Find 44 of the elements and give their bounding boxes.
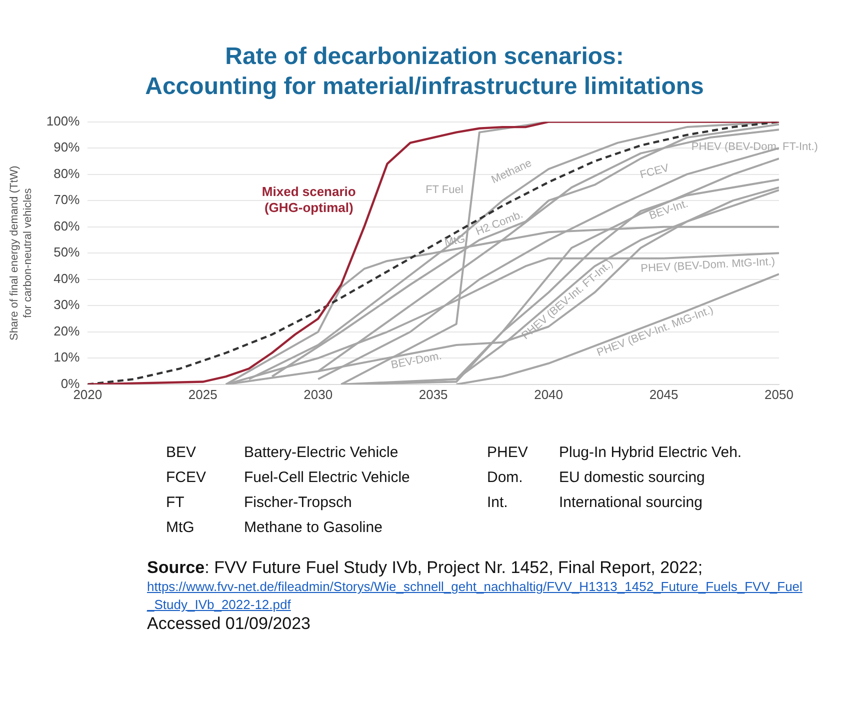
x-tick-label: 2040	[534, 386, 564, 402]
text: Methane to Gasoline	[244, 519, 384, 536]
y-tick-label: 100%	[46, 113, 80, 128]
source-note: Source: FVV Future Fuel Study IVb, Project Nr. 1452, Final Report, 2022;	[147, 558, 704, 578]
text: International sourcing	[559, 494, 704, 511]
y-tick-label: 40%	[54, 270, 80, 286]
y-tick-label: 80%	[54, 166, 80, 181]
text: Plug-In Hybrid Electric Veh.	[559, 444, 743, 461]
text: Fischer-Tropsch	[244, 494, 353, 511]
chart-subtitle: Accounting for material/infrastructure limitations	[144, 72, 705, 102]
series-label: PHEV (BEV-Dom. MtG-Int.)	[640, 256, 776, 275]
text: BEV-Int.	[648, 198, 690, 222]
text: FCEV	[638, 162, 671, 182]
series-label: PHEV (BEV-Dom. FT-Int.)	[691, 140, 818, 153]
y-tick-label: 70%	[54, 192, 80, 208]
x-tick-label: 2050	[764, 386, 794, 402]
y-tick-label: 30%	[54, 297, 80, 312]
series-label: FT Fuel	[426, 184, 464, 196]
text: Accessed 01/09/2023	[147, 614, 312, 634]
y-axis-title: Share of final energy demand (TtW) for carbon-neutral vehicles	[8, 166, 34, 341]
text: H2 Comb.	[474, 208, 525, 238]
text: Int.	[487, 494, 509, 511]
text: Fuel-Cell Electric Vehicle	[244, 469, 411, 486]
series-label: Mixed scenario (GHG-optimal)	[262, 184, 356, 216]
x-tick-label: 2045	[649, 386, 678, 402]
text: Battery-Electric Vehicle	[244, 444, 400, 461]
y-tick-label: 50%	[54, 244, 80, 260]
text: BEV	[166, 444, 198, 461]
x-tick-label: 2035	[418, 386, 448, 402]
y-tick-label: 20%	[54, 323, 80, 338]
y-tick-label: 10%	[54, 350, 80, 365]
text: FCEV	[166, 469, 208, 486]
chart-title: Rate of decarbonization scenarios:	[224, 42, 625, 72]
text: https://www.fvv-net.de/fileadmin/Storys/Wie_schnell_geht_nachhaltig/FVV_H1313_1452_Future_Fuels_FVV_Fuel_Study_IVb_2022-12.pdf	[147, 578, 804, 614]
text: PHEV	[487, 444, 529, 461]
text: FT	[166, 494, 186, 511]
y-tick-label: 60%	[54, 218, 80, 234]
y-tick-label: 90%	[54, 140, 80, 155]
x-tick-label: 2030	[304, 386, 333, 402]
text: BEV-Dom.	[390, 350, 443, 372]
text: Dom.	[487, 469, 524, 486]
text: MtG	[166, 519, 196, 536]
x-tick-label: 2025	[188, 386, 218, 402]
text: EU domestic sourcing	[559, 469, 706, 486]
